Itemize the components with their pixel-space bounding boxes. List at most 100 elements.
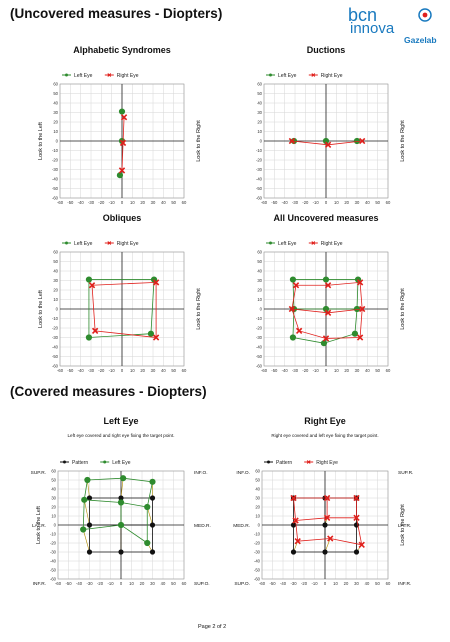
- legend-marker: [306, 460, 311, 464]
- data-point: [80, 526, 87, 533]
- data-point: [289, 276, 297, 283]
- series-line: [84, 499, 148, 508]
- bcn-innova-logo: bcn innova Gazelab: [348, 5, 437, 45]
- x-tick-label: 30: [151, 368, 156, 373]
- x-tick-label: 50: [375, 200, 380, 205]
- chart-obliques: Left Eye Right Eye6050403020100-10-20-30-…: [38, 241, 202, 373]
- x-tick-label: 10: [334, 200, 339, 205]
- data-point: [359, 137, 366, 145]
- x-tick-label: 50: [171, 368, 176, 373]
- y-tick-label: 60: [255, 469, 260, 474]
- data-point: [288, 305, 296, 313]
- x-tick-label: 20: [344, 200, 349, 205]
- data-point: [322, 137, 330, 145]
- y-tick-label: -50: [52, 186, 59, 191]
- data-point: [152, 334, 160, 341]
- data-point: [322, 276, 330, 283]
- data-point: [292, 517, 299, 524]
- legend-label: Right Eye: [321, 241, 343, 247]
- y-tick-label: 50: [257, 91, 262, 96]
- legend: Left Eye Right Eye: [266, 73, 343, 79]
- y-tick-label: 30: [53, 110, 58, 115]
- data-point: [356, 279, 364, 286]
- x-tick-label: 60: [182, 200, 187, 205]
- data-point: [295, 327, 303, 335]
- y-tick-label: 40: [53, 101, 58, 106]
- brand-bottom-text: innova: [350, 20, 395, 37]
- y-tick-label: -40: [52, 177, 59, 182]
- corner-label-mid-right: MED.R.: [194, 523, 211, 529]
- legend-marker: [103, 460, 107, 464]
- chart-title-alphabetic: Alphabetic Syndromes: [73, 45, 171, 55]
- page-title: (Uncovered measures - Diopters): [10, 6, 223, 21]
- legend: Pattern Right Eye: [264, 460, 338, 466]
- y-axis-label-right: Look to the Right: [400, 288, 406, 330]
- x-tick-label: -40: [282, 200, 289, 205]
- y-axis-label-left: Look to the Left: [38, 122, 44, 160]
- x-tick-label: -30: [86, 581, 93, 586]
- y-tick-label: -50: [256, 186, 263, 191]
- data-point: [324, 141, 332, 148]
- x-tick-label: 10: [334, 368, 339, 373]
- data-point: [84, 476, 91, 484]
- brand-logo: bcn innova Gazelab: [342, 4, 442, 45]
- y-axis-label-right: Look to the Right: [400, 504, 406, 546]
- y-tick-label: 10: [53, 297, 58, 302]
- brand-sub-text: Gazelab: [404, 35, 437, 44]
- deviation-connector: [83, 499, 90, 526]
- y-axis-label-left: Look to the Left: [36, 506, 42, 544]
- y-axis-label-right: Look to the Right: [196, 288, 202, 330]
- data-point: [118, 495, 124, 501]
- x-tick-label: -20: [98, 368, 105, 373]
- chart-covered_right: Pattern Right Eye6050403020100-10-20-30-4…: [233, 460, 413, 587]
- y-tick-label: -30: [256, 167, 263, 172]
- x-tick-label: 0: [121, 368, 124, 373]
- legend-label: Right Eye: [321, 73, 343, 79]
- series-right-eye: [88, 279, 160, 341]
- data-point: [144, 539, 151, 547]
- data-point: [117, 499, 125, 506]
- x-tick-label: 40: [365, 581, 370, 586]
- y-tick-label: -10: [254, 532, 261, 537]
- y-tick-label: -30: [50, 550, 57, 555]
- legend-marker: [107, 73, 112, 77]
- y-tick-label: -50: [50, 568, 57, 573]
- y-tick-label: -50: [52, 354, 59, 359]
- x-tick-label: -10: [313, 368, 320, 373]
- x-tick-label: -50: [67, 368, 74, 373]
- corner-label-top-right: SUP.R.: [398, 470, 413, 476]
- data-point: [116, 172, 124, 179]
- x-tick-label: 0: [325, 200, 328, 205]
- y-axis-label-right: Look to the Right: [196, 120, 202, 162]
- data-point: [85, 276, 93, 283]
- x-tick-label: 30: [354, 581, 359, 586]
- y-tick-label: 30: [257, 278, 262, 283]
- data-point: [118, 167, 126, 174]
- y-tick-label: 20: [51, 505, 56, 510]
- data-point: [353, 305, 361, 313]
- y-tick-label: 0: [56, 139, 59, 144]
- chart-title-covered_right: Right Eye: [304, 416, 346, 426]
- data-point: [147, 330, 155, 337]
- y-tick-label: 20: [53, 288, 58, 293]
- y-tick-label: -20: [256, 158, 263, 163]
- data-point: [324, 309, 332, 316]
- y-axis-label-left: Look to the Left: [38, 290, 44, 328]
- x-tick-label: -40: [78, 368, 85, 373]
- eye-icon: [418, 8, 432, 22]
- y-tick-label: 50: [51, 478, 56, 483]
- y-tick-label: 0: [258, 523, 261, 528]
- x-tick-label: -30: [292, 368, 299, 373]
- data-point: [327, 535, 334, 542]
- y-tick-label: 10: [51, 514, 56, 519]
- series-right-eye: [288, 137, 366, 148]
- y-tick-label: 20: [257, 288, 262, 293]
- y-tick-label: 30: [257, 110, 262, 115]
- grid: [59, 83, 185, 199]
- legend-marker: [311, 241, 316, 245]
- data-point: [290, 522, 297, 528]
- data-point: [86, 495, 93, 501]
- x-tick-label: 20: [140, 368, 145, 373]
- brand-top-text: bcn: [348, 5, 377, 25]
- series-line: [91, 281, 157, 338]
